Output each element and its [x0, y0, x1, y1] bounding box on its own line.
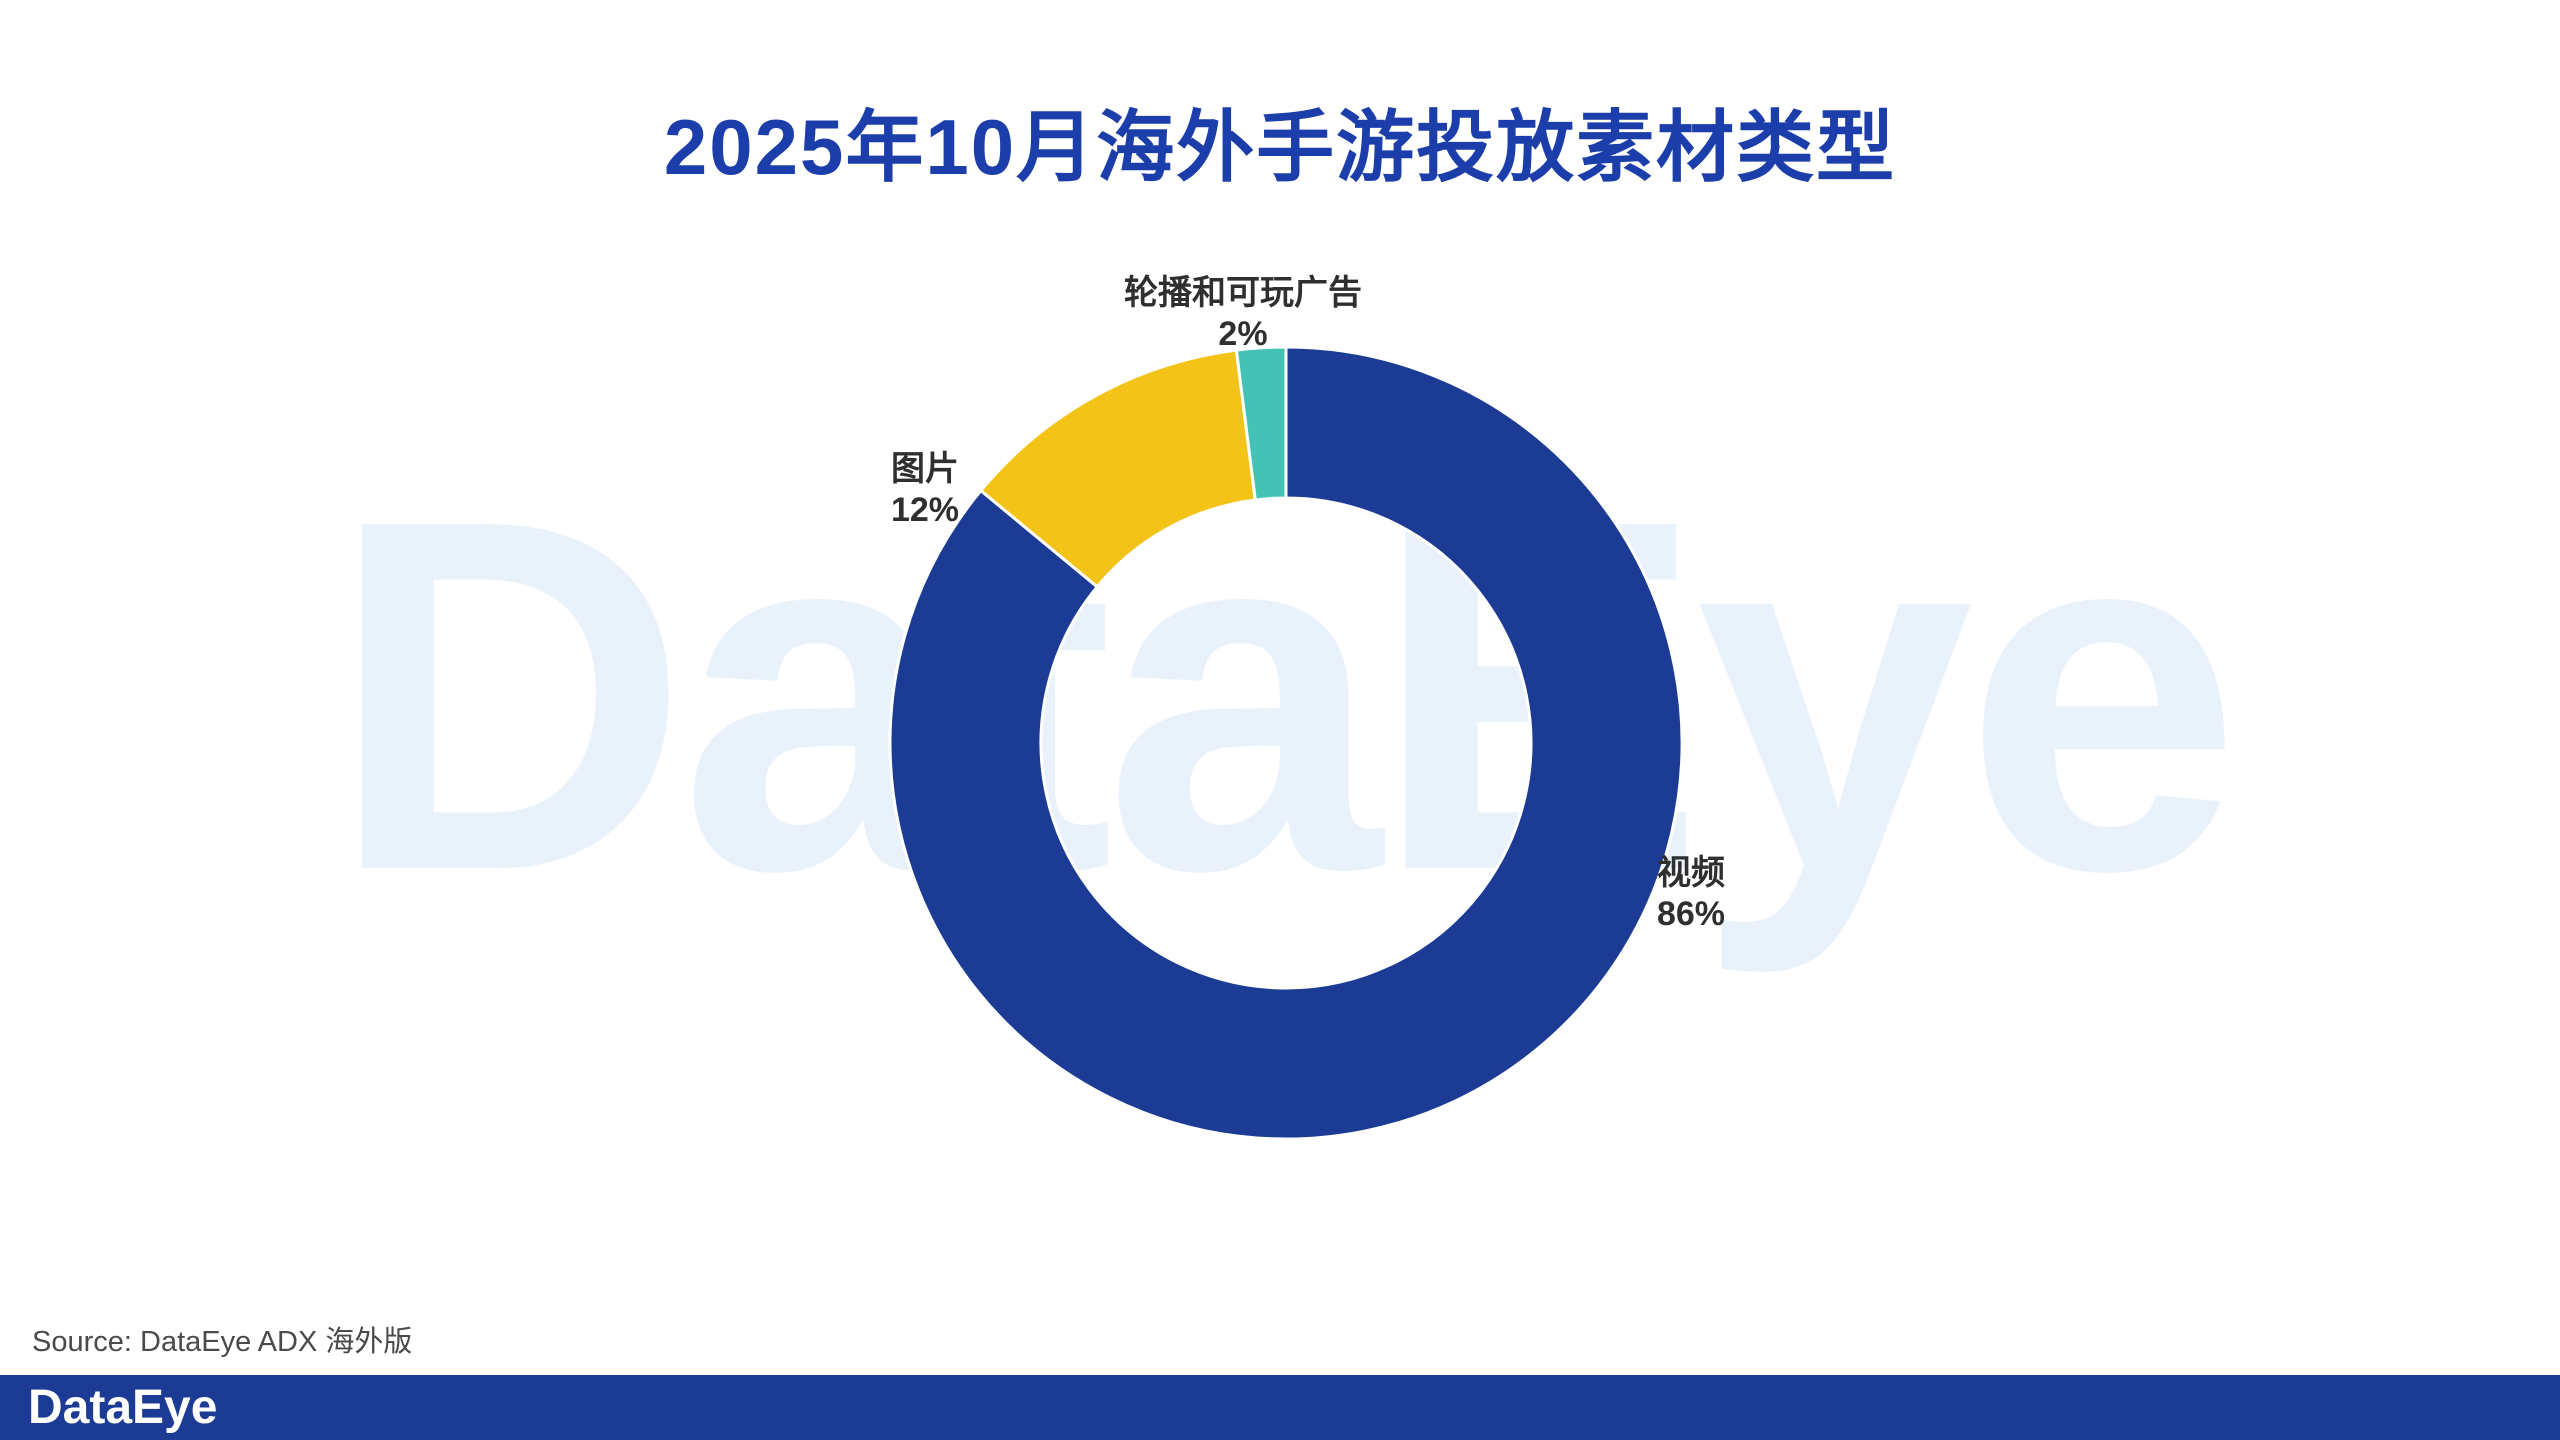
- donut-slice-carousel-playable: [1234, 345, 1288, 502]
- page-title: 2025年10月海外手游投放素材类型: [663, 103, 1897, 191]
- slice-label-carousel-percent: 2%: [1218, 314, 1268, 353]
- slice-label-carousel-name: 轮播和可玩广告: [1124, 274, 1362, 312]
- donut-slice-video: [888, 345, 1684, 1141]
- donut-chart: [888, 345, 1684, 1141]
- slice-label-carousel-playable: 轮播和可玩广告 2%: [1124, 273, 1362, 355]
- slice-label-image-name: 图片: [891, 450, 959, 488]
- footer-bar: DataEye: [0, 1375, 2560, 1440]
- watermark-text: DataEye: [328, 415, 2241, 974]
- slice-label-image-percent: 12%: [890, 490, 960, 529]
- source-text: Source: DataEye ADX 海外版: [32, 1326, 413, 1358]
- slice-label-image: 图片 12%: [891, 449, 959, 531]
- dataeye-logo: DataEye: [28, 1381, 218, 1434]
- slice-label-video-percent: 86%: [1656, 894, 1726, 933]
- slice-label-video: 视频 86%: [1657, 853, 1725, 935]
- slice-label-video-name: 视频: [1657, 854, 1725, 892]
